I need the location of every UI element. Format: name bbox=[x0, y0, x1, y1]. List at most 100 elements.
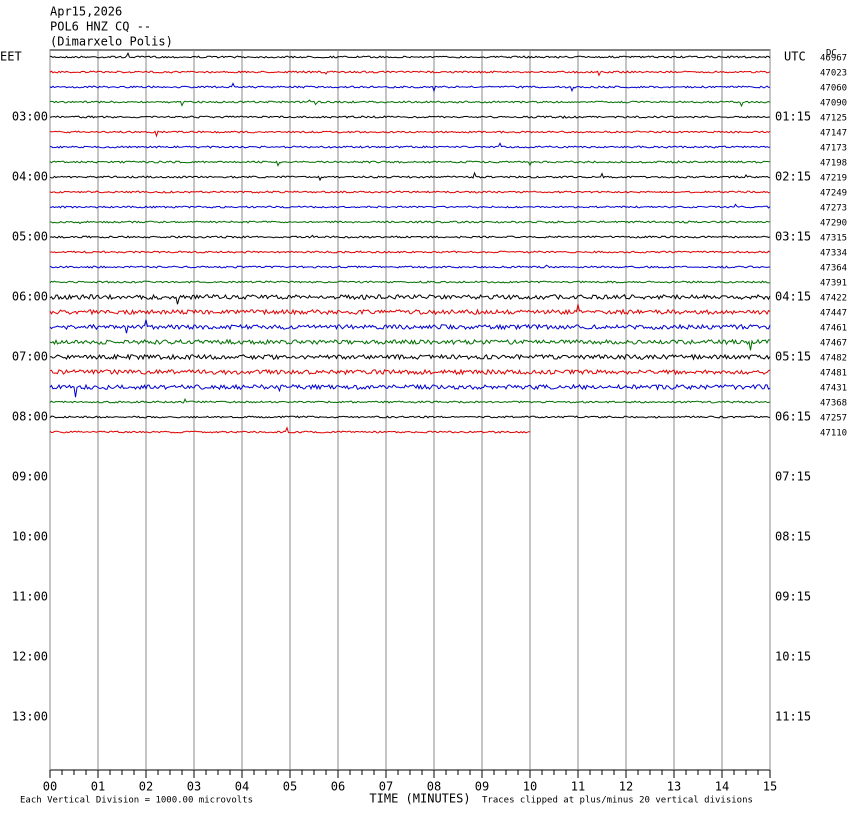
x-tick-label: 12 bbox=[619, 780, 633, 794]
dc-value: 47482 bbox=[820, 354, 847, 364]
left-title: EET bbox=[0, 50, 22, 64]
dc-value: 47198 bbox=[820, 159, 847, 169]
left-hour-label: 06:00 bbox=[12, 290, 48, 304]
right-hour-label: 01:15 bbox=[775, 110, 811, 124]
trace bbox=[49, 368, 771, 376]
dc-value: 47422 bbox=[820, 294, 847, 304]
right-hour-label: 04:15 bbox=[775, 290, 811, 304]
footer-left: Each Vertical Division = 1000.00 microvo… bbox=[20, 796, 253, 806]
left-hour-label: 10:00 bbox=[12, 530, 48, 544]
trace bbox=[49, 70, 771, 77]
footer-right: Traces clipped at plus/minus 20 vertical… bbox=[482, 796, 753, 806]
right-hour-label: 03:15 bbox=[775, 230, 811, 244]
left-hour-label: 13:00 bbox=[12, 710, 48, 724]
dc-value: 47315 bbox=[820, 234, 847, 244]
x-label: TIME (MINUTES) bbox=[369, 792, 470, 806]
trace bbox=[50, 353, 771, 361]
header-line: POL6 HNZ CQ -- bbox=[50, 20, 151, 34]
dc-value: 47364 bbox=[820, 264, 847, 274]
dc-value: 47461 bbox=[820, 324, 847, 334]
dc-value: 47273 bbox=[820, 204, 847, 214]
x-tick-label: 13 bbox=[667, 780, 681, 794]
right-hour-label: 08:15 bbox=[775, 530, 811, 544]
dc-value: 47249 bbox=[820, 189, 847, 199]
dc-value: 47290 bbox=[820, 219, 847, 229]
trace bbox=[49, 398, 771, 404]
dc-value: 47125 bbox=[820, 114, 847, 124]
dc-value: 47391 bbox=[820, 279, 847, 289]
trace bbox=[50, 99, 771, 108]
right-hour-label: 02:15 bbox=[775, 170, 811, 184]
left-hour-label: 09:00 bbox=[12, 470, 48, 484]
trace bbox=[49, 383, 771, 398]
x-tick-label: 03 bbox=[187, 780, 201, 794]
x-tick-label: 04 bbox=[235, 780, 249, 794]
dc-value: 47467 bbox=[820, 339, 847, 349]
x-tick-label: 02 bbox=[139, 780, 153, 794]
x-tick-label: 09 bbox=[475, 780, 489, 794]
dc-value: 47219 bbox=[820, 174, 847, 184]
header-line: (Dimarxelo Polis) bbox=[50, 35, 173, 49]
x-tick-label: 07 bbox=[379, 780, 393, 794]
trace bbox=[49, 234, 771, 239]
left-hour-label: 12:00 bbox=[12, 650, 48, 664]
trace bbox=[49, 250, 771, 254]
left-hour-label: 08:00 bbox=[12, 410, 48, 424]
x-tick-label: 06 bbox=[331, 780, 345, 794]
trace bbox=[49, 426, 530, 434]
dc-value: 47090 bbox=[820, 99, 847, 109]
right-hour-label: 09:15 bbox=[775, 590, 811, 604]
dc-value: 47368 bbox=[820, 399, 847, 409]
dc-value: 47147 bbox=[820, 129, 847, 139]
trace bbox=[49, 51, 771, 59]
trace bbox=[49, 415, 771, 419]
x-tick-label: 00 bbox=[43, 780, 57, 794]
trace bbox=[49, 130, 771, 138]
trace bbox=[49, 115, 771, 119]
x-tick-label: 01 bbox=[91, 780, 105, 794]
right-title: UTC bbox=[784, 50, 806, 64]
dc-value: 47334 bbox=[820, 249, 847, 259]
x-tick-label: 10 bbox=[523, 780, 537, 794]
left-hour-label: 11:00 bbox=[12, 590, 48, 604]
dc-value: 47257 bbox=[820, 414, 847, 424]
right-hour-label: 05:15 bbox=[775, 350, 811, 364]
trace bbox=[49, 338, 770, 351]
header-line: Apr15,2026 bbox=[50, 5, 122, 19]
trace bbox=[49, 280, 771, 284]
trace bbox=[49, 171, 771, 182]
right-hour-label: 07:15 bbox=[775, 470, 811, 484]
trace bbox=[49, 304, 771, 316]
dc-value: 46967 bbox=[820, 54, 847, 64]
trace bbox=[49, 203, 771, 209]
x-tick-label: 08 bbox=[427, 780, 441, 794]
left-hour-label: 03:00 bbox=[12, 110, 48, 124]
trace bbox=[49, 142, 771, 149]
x-tick-label: 15 bbox=[763, 780, 777, 794]
trace bbox=[49, 319, 771, 334]
x-tick-label: 11 bbox=[571, 780, 585, 794]
left-hour-label: 07:00 bbox=[12, 350, 48, 364]
trace bbox=[49, 220, 771, 225]
dc-value: 47173 bbox=[820, 144, 847, 154]
right-hour-label: 10:15 bbox=[775, 650, 811, 664]
trace bbox=[49, 264, 771, 269]
dc-value: 47431 bbox=[820, 384, 847, 394]
dc-value: 47023 bbox=[820, 69, 847, 79]
trace bbox=[49, 160, 771, 167]
trace bbox=[49, 190, 771, 194]
dc-value: 47110 bbox=[820, 429, 847, 439]
x-tick-label: 05 bbox=[283, 780, 297, 794]
trace bbox=[49, 293, 771, 305]
left-hour-label: 04:00 bbox=[12, 170, 48, 184]
right-hour-label: 06:15 bbox=[775, 410, 811, 424]
dc-title: DC bbox=[826, 49, 837, 59]
trace bbox=[49, 82, 771, 93]
dc-value: 47060 bbox=[820, 84, 847, 94]
dc-value: 47481 bbox=[820, 369, 847, 379]
right-hour-label: 11:15 bbox=[775, 710, 811, 724]
x-tick-label: 14 bbox=[715, 780, 729, 794]
dc-value: 47447 bbox=[820, 309, 847, 319]
